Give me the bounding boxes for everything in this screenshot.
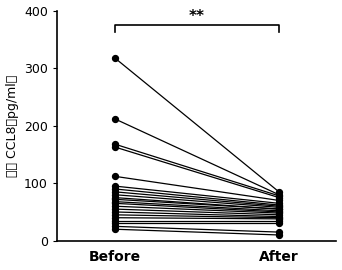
Point <box>112 200 117 204</box>
Point <box>276 230 282 234</box>
Point <box>112 207 117 211</box>
Point <box>276 217 282 221</box>
Point <box>276 211 282 215</box>
Point <box>276 201 282 205</box>
Point <box>112 190 117 194</box>
Point <box>112 218 117 223</box>
Point <box>112 204 117 208</box>
Point <box>112 210 117 214</box>
Point <box>112 56 117 60</box>
Point <box>112 117 117 121</box>
Point <box>276 195 282 200</box>
Point <box>276 214 282 219</box>
Point <box>112 195 117 200</box>
Point <box>276 190 282 194</box>
Point <box>276 204 282 208</box>
Point <box>276 213 282 217</box>
Point <box>112 197 117 201</box>
Point <box>112 187 117 191</box>
Point <box>112 174 117 178</box>
Point <box>112 215 117 220</box>
Point <box>112 213 117 217</box>
Point <box>276 193 282 197</box>
Point <box>112 145 117 149</box>
Point <box>112 193 117 197</box>
Point <box>276 233 282 237</box>
Point <box>276 203 282 207</box>
Text: **: ** <box>189 9 205 24</box>
Point <box>276 207 282 211</box>
Point <box>112 221 117 226</box>
Point <box>276 210 282 214</box>
Point <box>276 209 282 213</box>
Point <box>112 227 117 231</box>
Point <box>112 184 117 188</box>
Point <box>276 215 282 220</box>
Point <box>276 205 282 210</box>
Point <box>112 224 117 228</box>
Y-axis label: 血浆 CCL8（pg/ml）: 血浆 CCL8（pg/ml） <box>5 75 18 177</box>
Point <box>276 218 282 223</box>
Point <box>276 198 282 202</box>
Point <box>276 221 282 226</box>
Point <box>276 207 282 211</box>
Point <box>112 142 117 146</box>
Point <box>276 194 282 198</box>
Point <box>112 201 117 205</box>
